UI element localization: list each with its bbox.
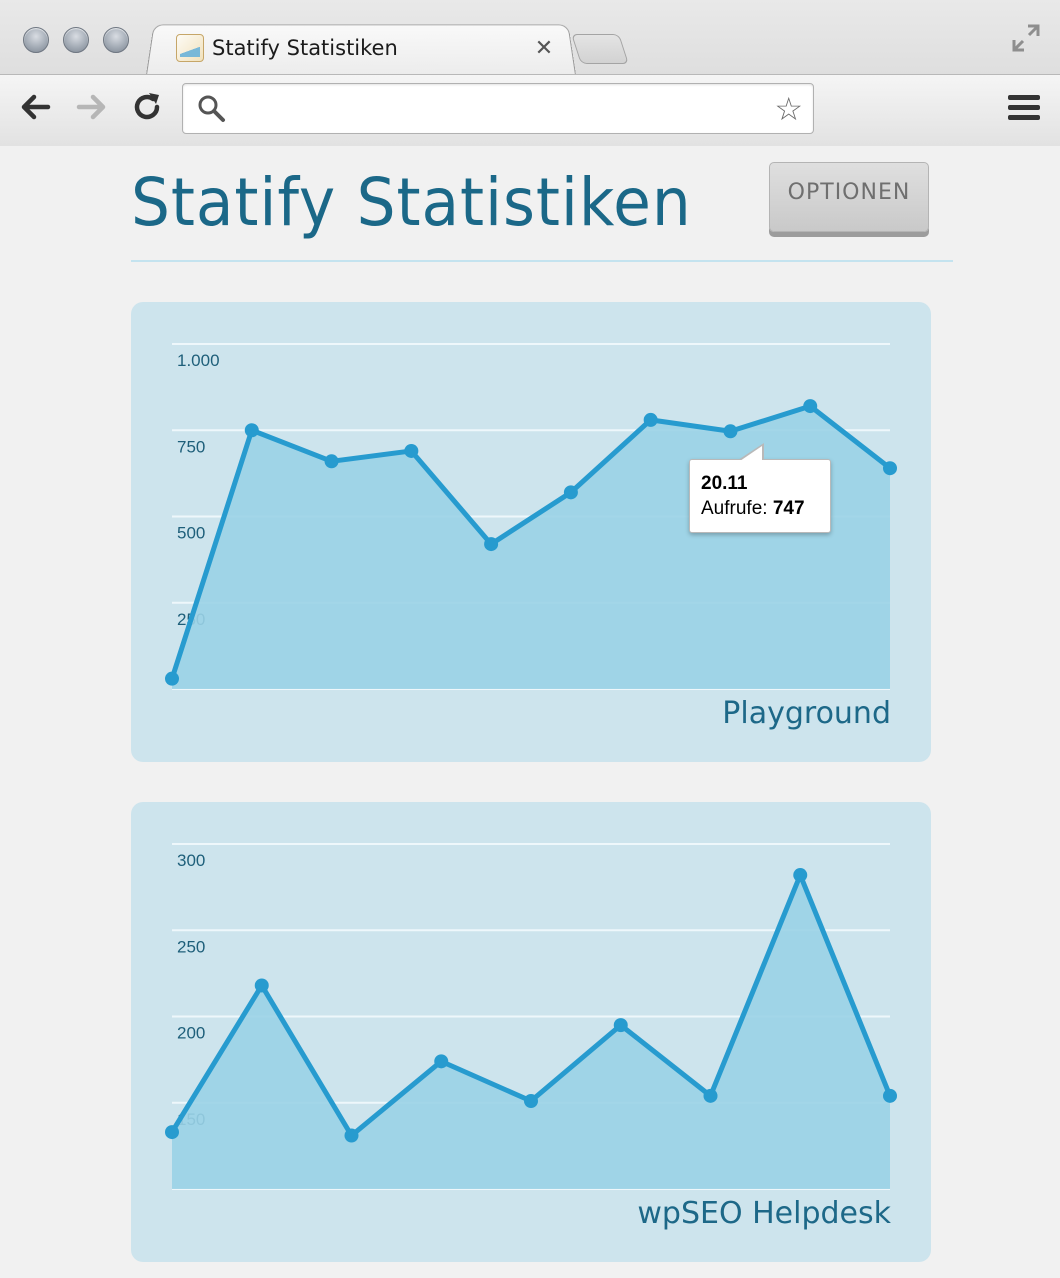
tab-content[interactable]: Statify Statistiken ✕ xyxy=(176,30,556,66)
y-tick-label: 300 xyxy=(177,851,205,870)
back-icon[interactable] xyxy=(18,89,54,125)
window-zoom-button[interactable] xyxy=(103,27,129,53)
data-point xyxy=(883,461,897,476)
data-point xyxy=(803,399,818,414)
chart-wpseo-helpdesk: 150200250300 xyxy=(165,843,897,1190)
data-point xyxy=(165,1125,179,1140)
data-point xyxy=(613,1018,628,1033)
series-area xyxy=(172,875,890,1189)
data-point xyxy=(244,423,259,438)
window-minimize-button[interactable] xyxy=(63,27,89,53)
menu-bar xyxy=(1008,105,1040,110)
tab-title: Statify Statistiken xyxy=(212,36,398,60)
options-button[interactable]: OPTIONEN xyxy=(769,162,929,232)
tooltip-line: Aufrufe: 747 xyxy=(701,496,830,521)
data-point xyxy=(703,1088,718,1103)
menu-icon[interactable] xyxy=(1008,95,1040,125)
y-tick-label: 1.000 xyxy=(177,351,220,370)
series-line xyxy=(169,403,892,680)
menu-bar xyxy=(1008,115,1040,120)
data-point xyxy=(344,1128,359,1143)
tooltip-date: 20.11 xyxy=(701,473,748,494)
data-point xyxy=(484,537,499,552)
y-tick-label: 200 xyxy=(177,1024,205,1043)
forward-icon[interactable] xyxy=(73,89,109,125)
data-point xyxy=(643,412,658,427)
chart-title: Playground xyxy=(722,696,891,731)
y-tick-label: 500 xyxy=(177,524,205,543)
data-point xyxy=(793,868,808,883)
page: Statify Statistiken OPTIONEN 250 500 750 1.… xyxy=(0,146,1060,1278)
page-header: Statify Statistiken OPTIONEN xyxy=(131,146,953,262)
data-point xyxy=(723,424,738,439)
tooltip-value: 747 xyxy=(772,498,805,519)
data-point xyxy=(404,443,419,458)
browser-chrome: Statify Statistiken ✕ ☆ xyxy=(0,0,1060,146)
chart-title: wpSEO Helpdesk xyxy=(637,1196,891,1231)
browser-toolbar: ☆ xyxy=(0,74,1060,146)
data-point xyxy=(254,978,269,993)
data-point xyxy=(524,1094,538,1109)
star-icon[interactable]: ☆ xyxy=(774,90,803,128)
chart-tooltip: 20.11 Aufrufe: 747 xyxy=(689,443,831,533)
chart-card-playground: 2505007501.000 Playground 20.11 Aufrufe:… xyxy=(131,302,931,762)
fullscreen-icon[interactable] xyxy=(1010,22,1042,54)
address-input[interactable] xyxy=(235,92,755,126)
data-point xyxy=(165,671,179,686)
reload-icon[interactable] xyxy=(129,89,165,125)
data-point xyxy=(324,454,339,469)
tab-close-icon[interactable]: ✕ xyxy=(534,35,554,61)
y-tick-label: 250 xyxy=(177,937,205,956)
tooltip-label: Aufrufe: xyxy=(701,498,768,519)
chart-card-wpseo-helpdesk: 150200250300 wpSEO Helpdesk xyxy=(131,802,931,1262)
menu-bar xyxy=(1008,95,1040,100)
new-tab-button[interactable] xyxy=(571,34,629,64)
window-close-button[interactable] xyxy=(23,27,49,53)
y-tick-label: 750 xyxy=(177,437,205,456)
series-area xyxy=(172,406,890,689)
data-point xyxy=(563,485,578,500)
data-point xyxy=(434,1054,449,1069)
tab-strip: Statify Statistiken ✕ xyxy=(0,0,1060,75)
page-title: Statify Statistiken xyxy=(131,164,692,241)
search-icon xyxy=(197,94,227,124)
favicon-icon xyxy=(176,34,204,62)
data-point xyxy=(883,1088,897,1103)
address-bar[interactable]: ☆ xyxy=(182,83,814,134)
